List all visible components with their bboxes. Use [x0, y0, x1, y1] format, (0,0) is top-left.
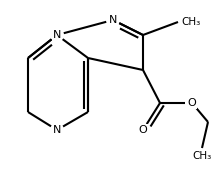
- Text: N: N: [53, 30, 61, 40]
- Text: CH₃: CH₃: [192, 151, 212, 161]
- Text: N: N: [109, 15, 117, 25]
- Text: O: O: [188, 98, 196, 108]
- Text: O: O: [139, 125, 147, 135]
- Text: CH₃: CH₃: [181, 17, 200, 27]
- Text: N: N: [53, 125, 61, 135]
